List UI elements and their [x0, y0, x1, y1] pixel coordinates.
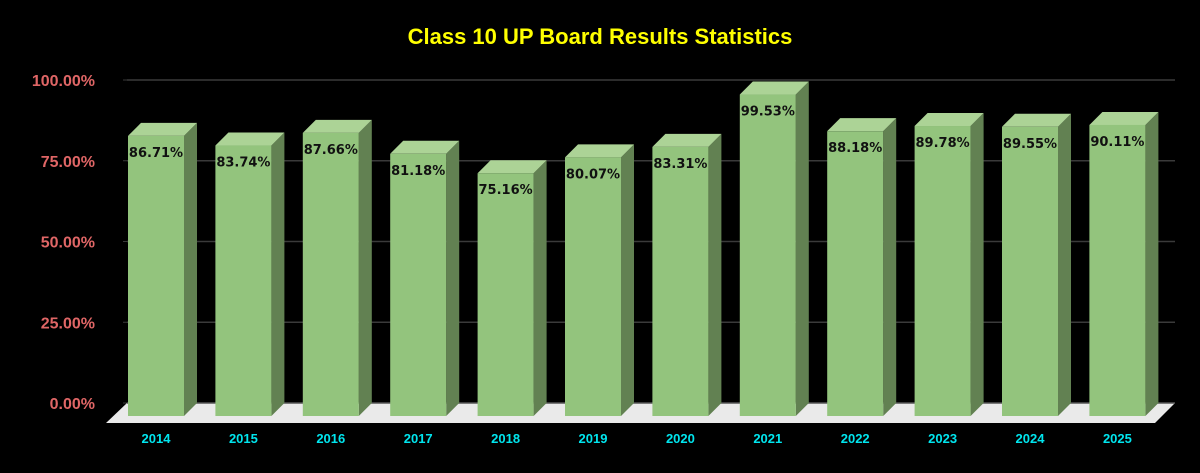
data-label: 80.07% [566, 167, 620, 182]
bar-top [128, 122, 197, 136]
bar-2014: 86.71% [128, 122, 197, 416]
bar-front [215, 145, 272, 416]
xtick-label: 2019 [579, 431, 608, 446]
bar-top [1089, 111, 1159, 125]
bar-side [446, 140, 460, 416]
floor-plane [106, 403, 1175, 423]
bar-2020: 83.31% [652, 133, 722, 417]
data-label: 89.55% [1003, 137, 1057, 152]
chart-title: Class 10 UP Board Results Statistics [407, 24, 793, 49]
bar-2025: 90.11% [1089, 111, 1159, 416]
data-label: 75.16% [479, 183, 533, 198]
x-axis: 2014 2015 2016 2017 2018 2019 2020 2021 2022 2023… [142, 431, 1132, 446]
xtick-label: 2018 [491, 431, 520, 446]
ytick-label: 100.00% [32, 73, 95, 90]
xtick-label: 2014 [142, 431, 172, 446]
bar-side [533, 160, 547, 416]
ytick-label: 50.00% [41, 235, 95, 252]
bar-side [621, 144, 634, 416]
bar-top [215, 132, 285, 146]
xtick-label: 2015 [229, 431, 258, 446]
bar-front [1002, 126, 1058, 416]
bar-2023: 89.78% [914, 113, 984, 417]
bar-2016: 87.66% [302, 119, 372, 416]
bar-top [302, 119, 372, 133]
data-label: 81.18% [391, 164, 445, 179]
bar-front [302, 132, 359, 416]
bar-top [827, 118, 897, 132]
data-label: 99.53% [741, 105, 795, 120]
bar-2015: 83.74% [215, 132, 285, 416]
bar-top [652, 133, 722, 147]
bar-side [970, 113, 984, 417]
bar-side [184, 122, 197, 416]
bar-side [358, 119, 372, 416]
bar-2019: 80.07% [565, 144, 634, 416]
bar-2018: 75.16% [477, 160, 547, 416]
bar-front [128, 135, 184, 416]
bar-side [708, 133, 722, 417]
data-label: 88.18% [828, 141, 882, 156]
bar-top [914, 113, 984, 127]
data-label: 87.66% [304, 143, 358, 158]
xtick-label: 2025 [1103, 431, 1132, 446]
bar-2022: 88.18% [827, 118, 897, 417]
bar-front [390, 153, 447, 416]
xtick-label: 2022 [841, 431, 870, 446]
xtick-label: 2017 [404, 431, 433, 446]
bar-side [883, 118, 897, 417]
bar-front [477, 173, 534, 416]
bar-2017: 81.18% [390, 140, 460, 416]
data-label: 90.11% [1090, 135, 1144, 150]
bars: 86.71% 83.74% 87.66% 81.18% 75.16% 80.07% 83.3… [128, 81, 1159, 417]
bar-side [795, 81, 809, 416]
xtick-label: 2016 [316, 431, 345, 446]
ytick-label: 25.00% [41, 315, 95, 332]
chart-floor [106, 402, 1175, 423]
bar-top [739, 81, 809, 95]
bar-top [390, 140, 460, 154]
bar-front [739, 94, 796, 416]
bar-side [1145, 111, 1159, 416]
gridlines [123, 79, 1175, 404]
bar-front [1089, 124, 1146, 416]
bar-2021: 99.53% [739, 81, 809, 416]
ytick-label: 75.00% [41, 154, 95, 171]
bar-side [271, 132, 285, 416]
bar-side [1058, 113, 1071, 416]
xtick-label: 2020 [666, 431, 695, 446]
bar-front [652, 146, 709, 417]
bar-front [914, 126, 971, 417]
data-label: 86.71% [129, 146, 183, 161]
xtick-label: 2021 [753, 431, 782, 446]
xtick-label: 2024 [1016, 431, 1046, 446]
bar-2024: 89.55% [1002, 113, 1071, 416]
bar-front [565, 157, 621, 416]
bar-top [477, 160, 547, 174]
data-label: 83.74% [216, 156, 270, 171]
bar-top [565, 144, 634, 158]
bar-front [827, 131, 884, 417]
data-label: 89.78% [916, 136, 970, 151]
bar-top [1002, 113, 1071, 127]
data-label: 83.31% [653, 157, 707, 172]
xtick-label: 2023 [928, 431, 957, 446]
y-axis: 0.00% 25.00% 50.00% 75.00% 100.00% [32, 73, 95, 413]
ytick-label: 0.00% [50, 396, 95, 413]
